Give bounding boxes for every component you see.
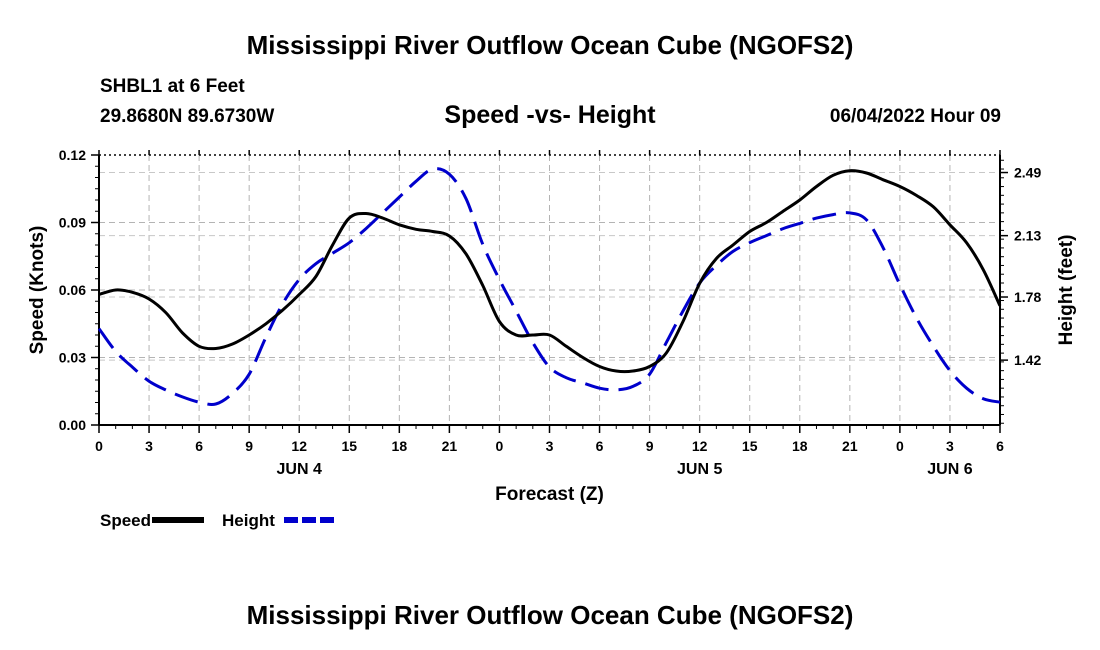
- y-right-tick-label: 2.49: [1014, 165, 1041, 181]
- x-tick-label: 3: [546, 438, 554, 454]
- x-tick-label: 15: [742, 438, 758, 454]
- y-right-tick-label: 1.42: [1014, 352, 1041, 368]
- x-tick-label: 6: [596, 438, 604, 454]
- x-tick-label: 6: [996, 438, 1004, 454]
- x-tick-label: 18: [392, 438, 408, 454]
- day-label: JUN 4: [277, 461, 322, 478]
- y-right-axis-title: Height (feet): [1056, 235, 1077, 346]
- y-left-tick-label: 0.09: [59, 215, 86, 231]
- x-tick-label: 3: [145, 438, 153, 454]
- figure-title: Mississippi River Outflow Ocean Cube (NG…: [246, 30, 854, 60]
- x-tick-label: 9: [646, 438, 654, 454]
- y-right-tick-label: 2.13: [1014, 228, 1041, 244]
- x-tick-label: 21: [842, 438, 858, 454]
- x-tick-label: 0: [95, 438, 103, 454]
- x-tick-label: 12: [692, 438, 708, 454]
- legend-label-height: Height: [222, 511, 275, 530]
- day-label: JUN 6: [927, 461, 972, 478]
- timestamp-label: 06/04/2022 Hour 09: [829, 106, 1001, 127]
- y-left-tick-label: 0.03: [59, 350, 86, 366]
- x-axis-title: Forecast (Z): [495, 484, 604, 505]
- speed-series-line: [98, 169, 1002, 374]
- x-tick-label: 9: [245, 438, 253, 454]
- y-left-tick-label: 0.06: [59, 282, 86, 298]
- y-right-tick-label: 1.78: [1014, 289, 1041, 305]
- x-tick-label: 18: [792, 438, 808, 454]
- chart-subtitle: Speed -vs- Height: [444, 101, 656, 129]
- x-tick-label: 6: [195, 438, 203, 454]
- footer-title: Mississippi River Outflow Ocean Cube (NG…: [246, 600, 854, 630]
- x-tick-label: 3: [946, 438, 954, 454]
- y-left-axis-title: Speed (Knots): [27, 226, 48, 355]
- x-tick-label: 12: [291, 438, 307, 454]
- day-label: JUN 5: [677, 461, 722, 478]
- y-left-tick-label: 0.00: [59, 417, 86, 433]
- x-tick-label: 0: [896, 438, 904, 454]
- y-left-tick-label: 0.12: [59, 147, 86, 163]
- x-tick-label: 0: [496, 438, 504, 454]
- legend-label-speed: Speed: [100, 511, 151, 530]
- coordinates-label: 29.8680N 89.6730W: [100, 106, 275, 127]
- x-tick-label: 21: [442, 438, 458, 454]
- height-series-line: [97, 167, 1001, 406]
- station-label: SHBL1 at 6 Feet: [100, 76, 245, 97]
- x-tick-label: 15: [341, 438, 357, 454]
